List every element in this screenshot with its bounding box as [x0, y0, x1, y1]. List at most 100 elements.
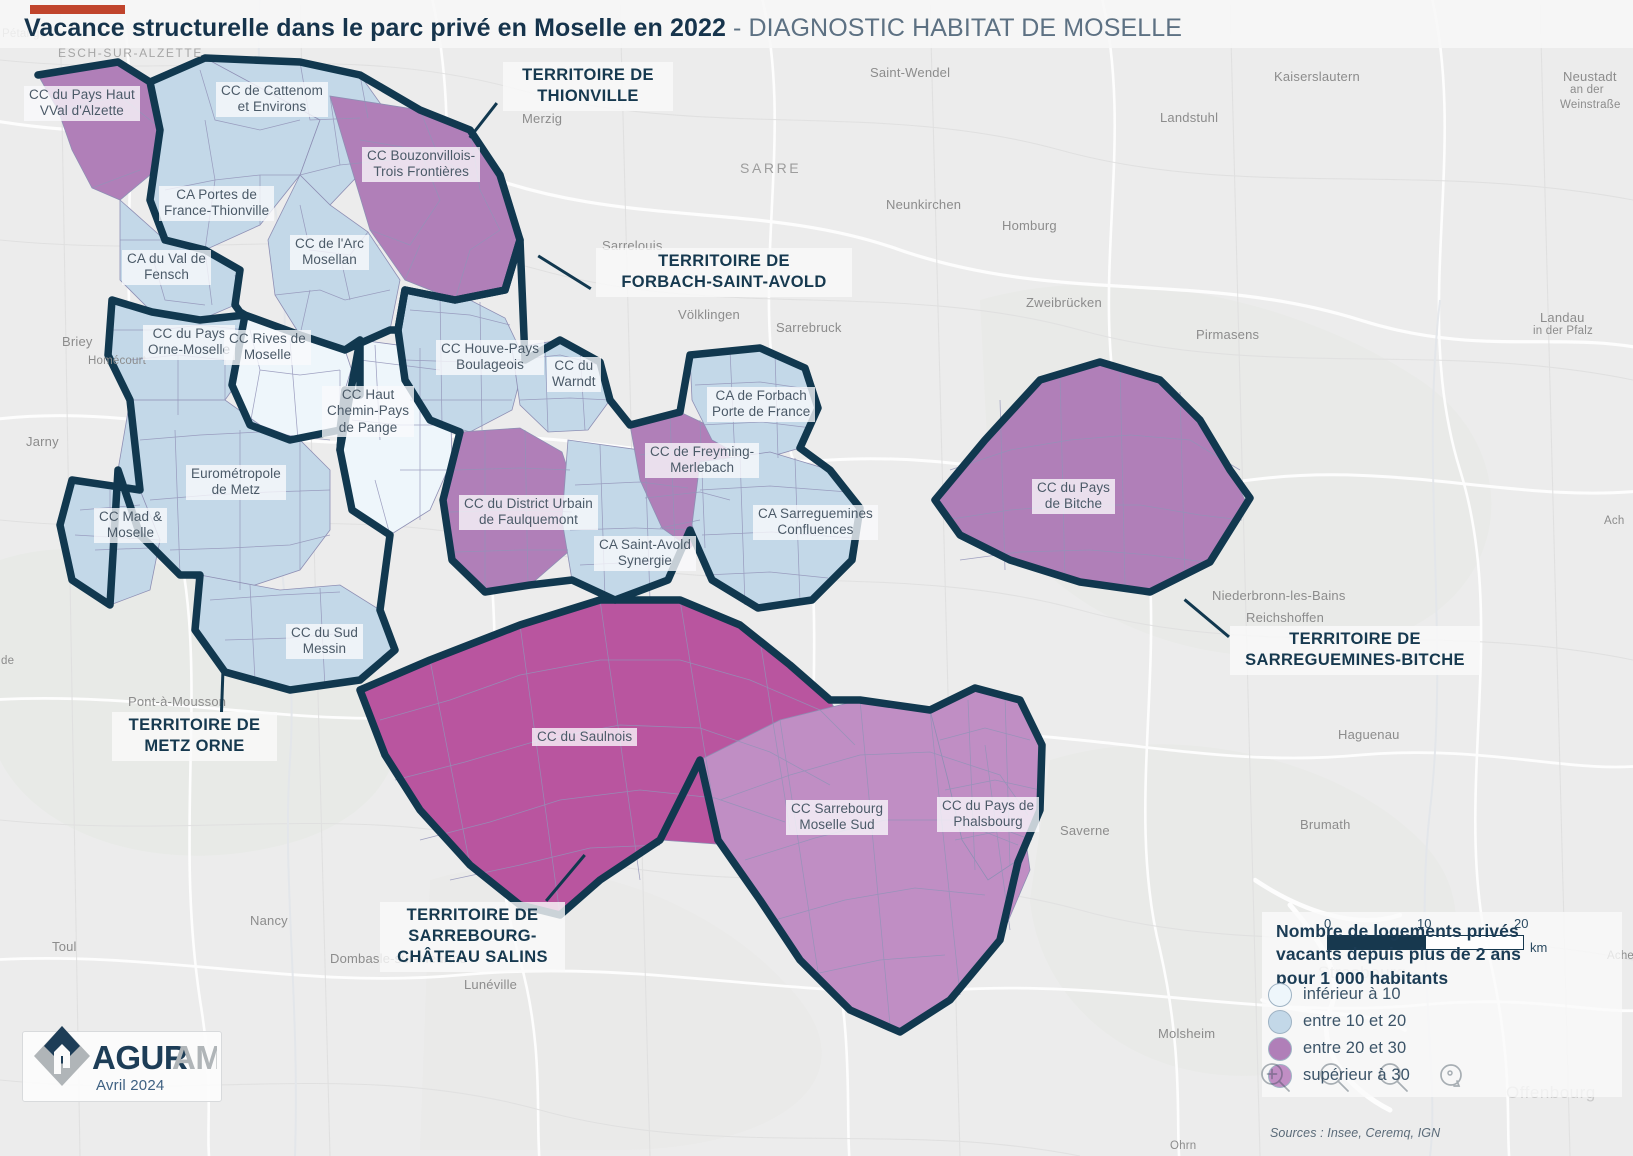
city-label: Ohrn	[1170, 1140, 1197, 1152]
city-label: Haguenau	[1338, 727, 1400, 742]
city-label: Pirmasens	[1196, 327, 1260, 342]
city-label: Saint-Wendel	[870, 65, 951, 80]
aguram-logo-mark	[32, 1024, 92, 1093]
scale-tick-20: 20	[1514, 916, 1529, 931]
epci-label-eurometropole-metz: Eurométropole de Metz	[186, 465, 286, 500]
epci-label-arc-mosellan: CC de l'Arc Mosellan	[290, 235, 369, 270]
territory-callout-forbach-saint-avold: TERRITOIRE DE FORBACH-SAINT-AVOLD	[596, 248, 852, 298]
city-label: de	[1, 655, 15, 667]
epci-label-saulnois: CC du Saulnois	[532, 728, 638, 747]
city-label: an der	[1570, 84, 1604, 96]
city-label: ESCH-SUR-ALZETTE	[58, 46, 203, 60]
logo-date: Avril 2024	[96, 1077, 165, 1094]
page-title: Vacance structurelle dans le parc privé …	[24, 14, 1182, 43]
city-label: Toul	[52, 939, 77, 954]
legend-swatch	[1268, 982, 1292, 1007]
city-label: Reichshoffen	[1246, 610, 1325, 625]
epci-label-forbach-porte-de-france: CA de Forbach Porte de France	[707, 387, 816, 422]
city-label: Ach	[1604, 515, 1625, 527]
map-controls[interactable]	[1258, 1060, 1469, 1094]
epci-label-haut-chemin-pays-pange: CC Haut Chemin-Pays de Pange	[322, 386, 415, 438]
legend-swatch	[1268, 1063, 1292, 1088]
legend-swatch	[1268, 1036, 1292, 1061]
city-label: Molsheim	[1158, 1026, 1216, 1041]
city-label: Landau	[1540, 310, 1585, 325]
epci-label-portes-france-thionville: CA Portes de France-Thionville	[159, 186, 275, 221]
territory-callout-thionville: TERRITOIRE DE THIONVILLE	[503, 62, 673, 112]
legend-row[interactable]: supérieur à 30	[1268, 1062, 1410, 1089]
city-label: Weinstraße	[1560, 99, 1621, 111]
aguram-logo-wordmark: AGUR AM	[92, 1039, 223, 1081]
city-label: Jarny	[26, 434, 59, 449]
rotate-icon[interactable]	[1435, 1060, 1469, 1094]
city-label: Briey	[62, 334, 93, 349]
zoom-reset-icon[interactable]	[1376, 1060, 1410, 1094]
legend-label: entre 20 et 30	[1303, 1039, 1407, 1057]
svg-text:AM: AM	[172, 1040, 217, 1076]
scale-tick-10: 10	[1417, 916, 1432, 931]
city-label: in der Pfalz	[1533, 325, 1593, 337]
title-accent-rule	[30, 5, 125, 14]
city-label: Homburg	[1002, 218, 1057, 233]
epci-label-houve-pays-boulageois: CC Houve-Pays Boulageois	[436, 340, 545, 375]
epci-label-val-de-fensch: CA du Val de Fensch	[122, 250, 212, 285]
legend-swatch	[1268, 1009, 1292, 1034]
epci-label-sud-messin: CC du Sud Messin	[286, 624, 363, 659]
territory-callout-sarreguemines-bitche: TERRITOIRE DE SARREGUEMINES-BITCHE	[1230, 626, 1480, 676]
legend-title: Nombre de logements privés vacants depui…	[1276, 921, 1521, 988]
city-label: Nancy	[250, 913, 288, 928]
svg-text:AGUR: AGUR	[92, 1040, 188, 1076]
scale-bar-fill	[1328, 936, 1426, 949]
title-band	[0, 0, 1633, 48]
legend-label: inférieur à 10	[1303, 985, 1401, 1003]
city-label: Landstuhl	[1160, 110, 1219, 125]
zoom-out-icon[interactable]	[1317, 1060, 1351, 1094]
epci-label-district-urbain-faulquemont: CC du District Urbain de Faulquemont	[459, 495, 598, 530]
epci-label-sarreguemines-confluences: CA Sarreguemines Confluences	[753, 505, 878, 540]
city-label: Brumath	[1300, 817, 1351, 832]
territory-callout-sarrebourg-chateau-salins: TERRITOIRE DE SARREBOURG- CHÂTEAU SALINS	[380, 902, 565, 973]
city-label: Zweibrücken	[1026, 295, 1102, 310]
zoom-in-icon[interactable]	[1258, 1060, 1292, 1094]
city-label: Niederbronn-les-Bains	[1212, 588, 1346, 603]
scale-unit-label: km	[1530, 940, 1548, 955]
sources-note: Sources : Insee, Ceremq, IGN	[1270, 1126, 1441, 1140]
city-label: Saverne	[1060, 823, 1110, 838]
epci-label-pays-de-bitche: CC du Pays de Bitche	[1032, 479, 1116, 514]
page-title-separator: -	[725, 14, 749, 42]
epci-label-pays-de-phalsbourg: CC du Pays de Phalsbourg	[937, 797, 1040, 832]
epci-label-saint-avold-synergie: CA Saint-Avold Synergie	[594, 536, 696, 571]
legend-label: supérieur à 30	[1303, 1066, 1410, 1084]
city-label: Pont-à-Mousson	[128, 694, 227, 709]
scale-bar-empty	[1425, 936, 1523, 949]
page-title-sub: DIAGNOSTIC HABITAT DE MOSELLE	[748, 14, 1183, 42]
city-label: Neustadt	[1563, 69, 1617, 84]
epci-label-mad-moselle: CC Mad & Moselle	[94, 508, 168, 543]
scale-bar	[1327, 935, 1524, 950]
legend-class-list: inférieur à 10 entre 10 et 20 entre 20 et …	[1268, 981, 1410, 1089]
epci-label-sarrebourg-moselle-sud: CC Sarrebourg Moselle Sud	[786, 800, 889, 835]
city-label: Sarrebruck	[776, 320, 842, 335]
page-title-main: Vacance structurelle dans le parc privé …	[24, 14, 726, 42]
city-label: Homécourt	[88, 355, 147, 367]
city-label: Kaiserslautern	[1274, 69, 1360, 84]
scale-tick-0: 0	[1324, 916, 1332, 931]
city-label: Völklingen	[678, 307, 740, 322]
city-label: Lunéville	[464, 977, 518, 992]
city-label: Neunkirchen	[886, 197, 962, 212]
city-label: SARRE	[740, 160, 802, 176]
epci-label-du-warndt: CC du Warndt	[547, 357, 601, 392]
territory-callout-metz-orne: TERRITOIRE DE METZ ORNE	[112, 712, 277, 762]
city-label: Merzig	[522, 111, 563, 126]
epci-label-pays-orne-moselle: CC du Pays Orne-Moselle	[143, 325, 236, 360]
epci-label-rives-de-moselle: CC Rives de Moselle	[224, 330, 311, 365]
legend-row[interactable]: entre 10 et 20	[1268, 1008, 1410, 1035]
legend-row[interactable]: inférieur à 10	[1268, 981, 1410, 1008]
epci-label-cattenom-environs: CC de Cattenom et Environs	[216, 82, 328, 117]
epci-label-pays-haut-val-alzette: CC du Pays Haut VVal d'Alzette	[24, 86, 140, 121]
epci-label-bouzonvillois: CC Bouzonvillois- Trois Frontières	[362, 147, 481, 182]
legend-row[interactable]: entre 20 et 30	[1268, 1035, 1410, 1062]
legend-label: entre 10 et 20	[1303, 1012, 1407, 1030]
